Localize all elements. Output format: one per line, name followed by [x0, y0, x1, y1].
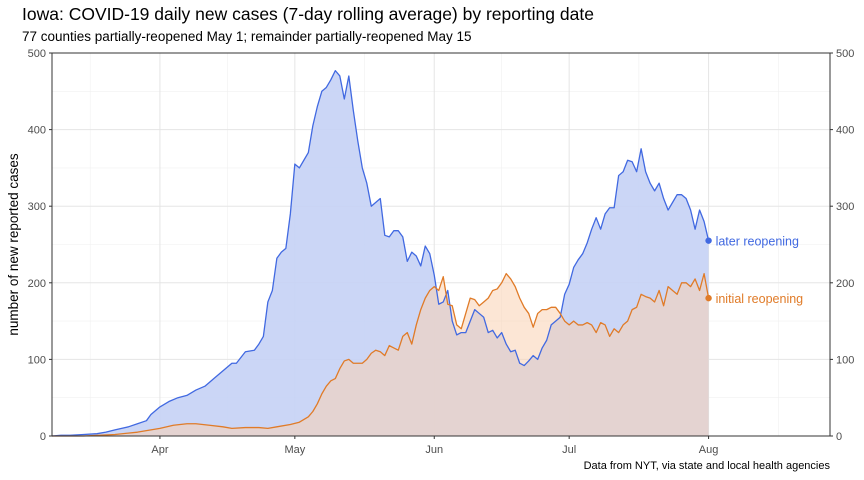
series-label-initial-reopening: initial reopening	[716, 292, 804, 306]
line-later-reopening	[51, 69, 710, 437]
end-point-later-reopening	[705, 237, 712, 244]
y-tick-label-right: 0	[836, 431, 842, 443]
series-label-later-reopening: later reopening	[716, 235, 799, 249]
chart-title: Iowa: COVID-19 daily new cases (7-day ro…	[22, 4, 594, 24]
end-point-initial-reopening	[705, 294, 712, 302]
chart-caption: Data from NYT, via state and local healt…	[583, 460, 830, 472]
y-tick-label-right: 500	[836, 48, 854, 60]
x-tick-label: Apr	[151, 444, 168, 456]
x-tick-label: Aug	[699, 444, 719, 456]
y-tick-label-left: 400	[28, 125, 46, 137]
label-layer: later reopening initial reopening	[705, 235, 803, 306]
y-tick-label-right: 300	[836, 201, 854, 213]
y-tick-label-right: 100	[836, 354, 854, 366]
y-tick-label-left: 0	[40, 431, 46, 443]
y-tick-label-left: 100	[28, 354, 46, 366]
y-tick-label-right: 200	[836, 278, 854, 290]
x-tick-label: May	[284, 444, 305, 456]
y-tick-label-left: 500	[28, 48, 46, 60]
axis-layer: 0 0 100 100 200 200 300 300 400 400 500 500 Apr May Ju…	[28, 48, 855, 456]
area-initial-reopening	[52, 273, 709, 436]
y-axis-title: number of new reported cases	[6, 153, 21, 336]
x-tick-label: Jul	[562, 444, 576, 456]
line-initial-reopening	[52, 272, 710, 437]
y-tick-label-left: 200	[28, 278, 46, 290]
x-tick-label: Jun	[425, 444, 443, 456]
y-tick-label-right: 400	[836, 125, 854, 137]
line-layer	[51, 69, 710, 437]
chart-subtitle: 77 counties partially-reopened May 1; re…	[22, 29, 472, 44]
plot-border	[51, 52, 831, 437]
y-tick-label-left: 300	[28, 201, 46, 213]
